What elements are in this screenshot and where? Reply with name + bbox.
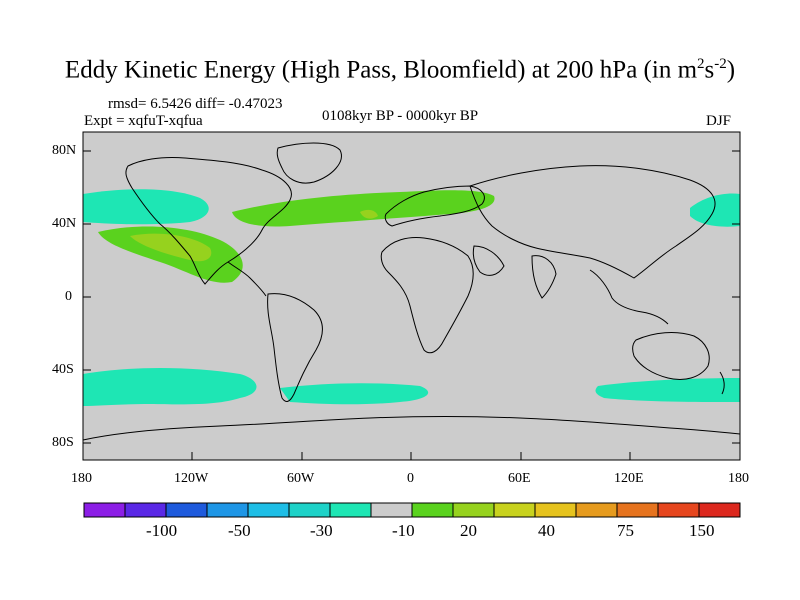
x-tick-label-60e: 60E xyxy=(508,471,531,486)
coast-antarctica xyxy=(82,416,741,441)
experiment-label: Expt = xqfuT-xqfua xyxy=(84,113,203,129)
coast-central-america xyxy=(227,261,267,297)
coast-india xyxy=(531,255,557,299)
stats-label: rmsd= 6.5426 diff= -0.47023 xyxy=(108,96,283,112)
colorbar-box xyxy=(370,502,413,518)
colorbar-box xyxy=(247,502,290,518)
coast-arabia xyxy=(472,245,505,276)
colorbar-box xyxy=(206,502,249,518)
colorbar-label: -30 xyxy=(310,521,333,540)
y-tick-label-80n: 80N xyxy=(52,143,77,158)
colorbar-box xyxy=(411,502,454,518)
coast-africa xyxy=(380,237,474,354)
region-atlantic-green xyxy=(232,190,495,227)
chart-title: Eddy Kinetic Energy (High Pass, Bloomfie… xyxy=(64,56,736,84)
coast-greenland xyxy=(276,142,342,184)
colorbar-box xyxy=(493,502,536,518)
colorbar-label: 75 xyxy=(617,521,634,540)
y-ticks xyxy=(83,150,740,444)
colorbar-box xyxy=(616,502,659,518)
colorbar-box xyxy=(288,502,331,518)
coastlines xyxy=(82,142,741,441)
x-tick-label-0: 0 xyxy=(407,471,414,486)
colorbar-box xyxy=(698,502,741,518)
colorbar-label: -10 xyxy=(392,521,415,540)
region-pacific-east-core xyxy=(130,233,212,262)
colorbar-label: -100 xyxy=(146,521,178,540)
coast-australia xyxy=(632,332,710,380)
region-southern-east-teal xyxy=(595,378,740,402)
map-background xyxy=(83,132,740,460)
coast-southeast-asia xyxy=(589,269,669,325)
colorbar-box xyxy=(575,502,618,518)
coast-europe xyxy=(384,185,485,227)
colorbar-box xyxy=(124,502,167,518)
coast-asia xyxy=(469,165,716,279)
colorbar-box xyxy=(165,502,208,518)
y-tick-label-40s: 40S xyxy=(52,362,74,377)
colorbar-box xyxy=(534,502,577,518)
x-tick-label-180e: 180 xyxy=(728,471,749,486)
y-tick-label-80s: 80S xyxy=(52,435,74,450)
x-tick-label-60w: 60W xyxy=(287,471,315,486)
region-southern-west-teal xyxy=(83,368,257,406)
period-label: 0108kyr BP - 0000kyr BP xyxy=(322,108,479,124)
y-tick-label-0: 0 xyxy=(65,289,72,304)
region-southern-south-america-teal xyxy=(280,383,429,405)
region-pacific-west-teal xyxy=(690,193,740,227)
x-tick-label-180w: 180 xyxy=(71,471,92,486)
colorbar-label: 20 xyxy=(460,521,477,540)
colorbar-box xyxy=(452,502,495,518)
coast-new-zealand xyxy=(719,371,725,395)
colorbar-box xyxy=(657,502,700,518)
colorbar-label: 40 xyxy=(538,521,555,540)
coast-south-america xyxy=(267,293,323,402)
x-tick-label-120e: 120E xyxy=(614,471,644,486)
colorbar-box xyxy=(83,502,126,518)
x-tick-label-120w: 120W xyxy=(174,471,209,486)
colorbar-label: -50 xyxy=(228,521,251,540)
y-tick-label-40n: 40N xyxy=(52,216,77,231)
season-label: DJF xyxy=(706,113,732,129)
region-atlantic-core xyxy=(360,209,378,219)
colorbar-label: 150 xyxy=(689,521,715,540)
x-ticks xyxy=(82,452,741,460)
colorbar xyxy=(83,502,741,518)
colorbar-box xyxy=(329,502,372,518)
